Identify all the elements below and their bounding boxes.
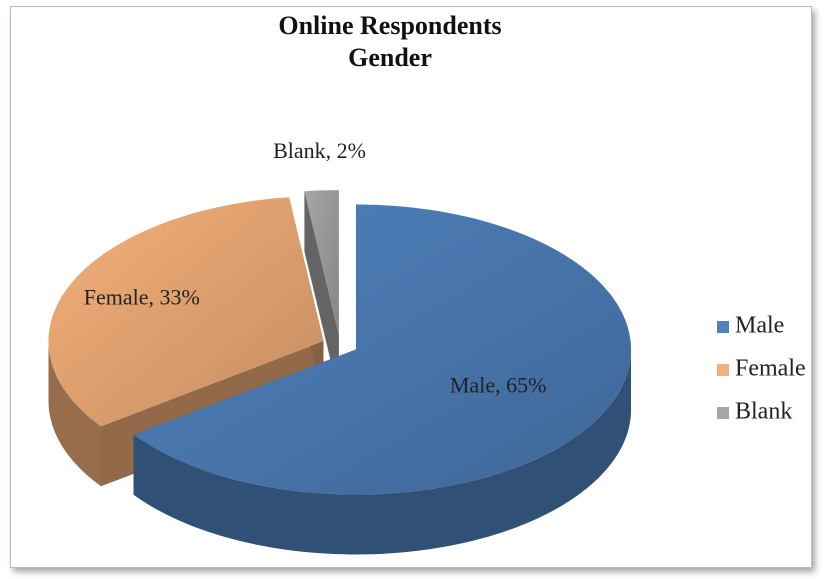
- slice-side: [48, 341, 101, 487]
- slice-top: [133, 204, 631, 495]
- slice-side: [133, 349, 631, 555]
- legend-swatch: [717, 364, 729, 376]
- slice-side: [304, 191, 339, 396]
- legend-label: Female: [735, 356, 806, 382]
- legend-label: Male: [735, 313, 784, 339]
- legend-swatch: [717, 407, 729, 419]
- slice: [304, 190, 339, 396]
- slice-top: [48, 197, 324, 427]
- data-label: Female, 33%: [84, 285, 200, 310]
- legend-label: Blank: [735, 399, 792, 425]
- slice-top: [304, 190, 339, 336]
- chart-title: Online Respondents Gender: [278, 11, 502, 72]
- slice: [133, 204, 631, 555]
- legend-swatch: [717, 321, 729, 333]
- data-label: Male, 65%: [450, 373, 547, 398]
- data-label: Blank, 2%: [273, 138, 366, 163]
